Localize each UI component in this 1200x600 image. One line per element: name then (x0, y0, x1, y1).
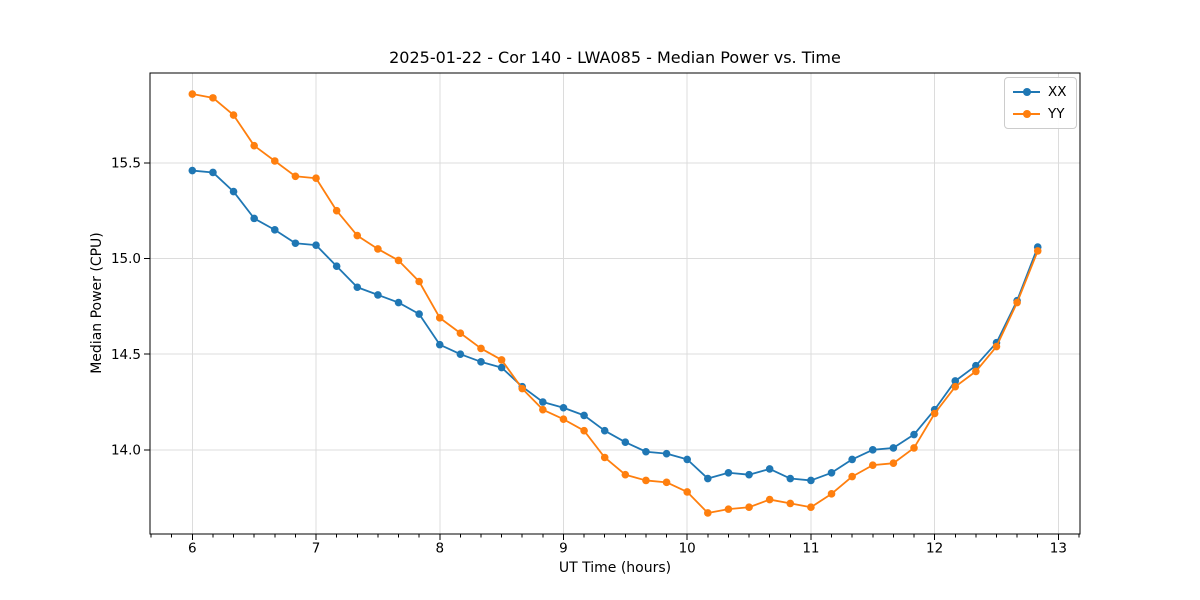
svg-text:9: 9 (559, 541, 568, 557)
legend: XX YY (1004, 77, 1077, 129)
svg-text:6: 6 (188, 541, 197, 557)
legend-label-yy: YY (1048, 106, 1065, 122)
svg-text:13: 13 (1050, 541, 1067, 557)
legend-label-xx: XX (1048, 84, 1067, 100)
svg-text:15.5: 15.5 (111, 156, 141, 172)
svg-text:15.0: 15.0 (111, 251, 141, 267)
chart-title: 2025-01-22 - Cor 140 - LWA085 - Median P… (389, 48, 841, 67)
legend-line-marker-icon (1013, 109, 1040, 119)
svg-text:10: 10 (679, 541, 696, 557)
svg-text:11: 11 (802, 541, 819, 557)
svg-text:7: 7 (312, 541, 321, 557)
legend-entry-yy: YY (1013, 105, 1067, 123)
y-axis-label: Median Power (CPU) (89, 232, 105, 374)
svg-text:14.5: 14.5 (111, 347, 141, 363)
legend-entry-xx: XX (1013, 83, 1067, 101)
svg-text:14.0: 14.0 (111, 443, 141, 459)
svg-text:12: 12 (926, 541, 943, 557)
legend-line-marker-icon (1013, 87, 1040, 97)
x-axis-label: UT Time (hours) (558, 560, 672, 576)
svg-text:8: 8 (435, 541, 444, 557)
